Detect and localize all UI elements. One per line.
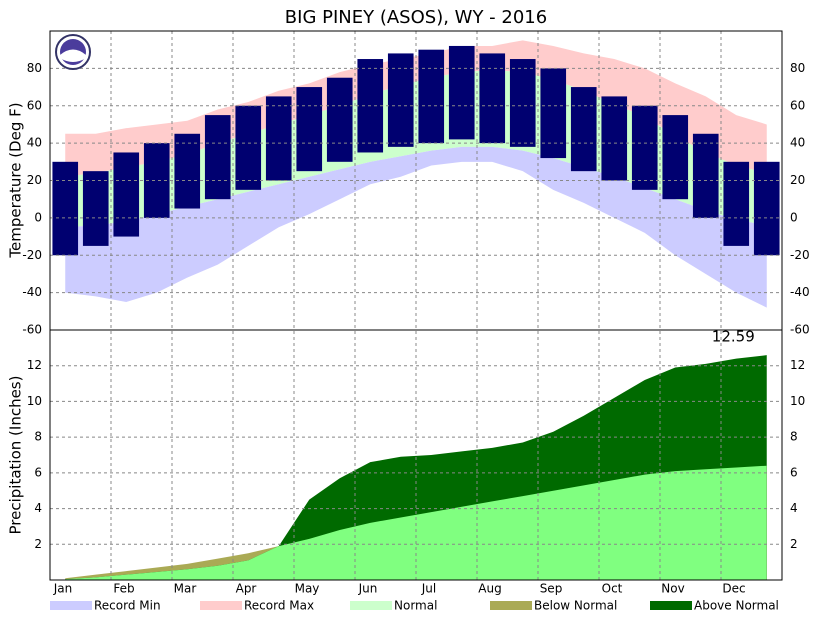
x-tick-label: Oct (602, 582, 623, 596)
observed-range-bar (204, 115, 231, 200)
y-tick-label: 2 (34, 537, 42, 551)
legend-label: Above Normal (694, 599, 779, 613)
y-tick-label: -60 (790, 323, 810, 337)
observed-range-bar (448, 45, 475, 140)
legend-label: Record Max (244, 599, 314, 613)
observed-range-bar (52, 161, 79, 256)
observed-range-bar (540, 68, 567, 159)
y-tick-label: 4 (34, 501, 42, 515)
y-tick-label: -40 (790, 285, 810, 299)
y-tick-label: 6 (34, 465, 42, 479)
observed-range-bar (509, 59, 536, 147)
y-tick-label: 80 (27, 61, 42, 75)
observed-range-bar (387, 53, 414, 147)
x-tick-label: Apr (236, 582, 257, 596)
observed-range-bar (174, 133, 201, 209)
x-tick-label: Nov (661, 582, 684, 596)
y-tick-label: 6 (790, 465, 798, 479)
observed-range-bar (753, 161, 780, 256)
legend-swatch (50, 601, 92, 610)
y-tick-label: 0 (790, 210, 798, 224)
record-min-area (65, 146, 767, 308)
y-tick-label: -40 (22, 285, 42, 299)
x-tick-label: Jun (358, 582, 378, 596)
y-tick-label: -60 (22, 323, 42, 337)
observed-range-bar (82, 171, 109, 246)
observed-range-bar (326, 77, 353, 162)
y-tick-label: 60 (790, 98, 805, 112)
y-tick-label: 2 (790, 537, 798, 551)
x-tick-label: Dec (722, 582, 745, 596)
y-tick-label: 8 (34, 430, 42, 444)
observed-range-bar (601, 96, 628, 181)
observed-range-bar (723, 161, 750, 246)
observed-range-bar (265, 96, 292, 181)
x-tick-label: Mar (174, 582, 197, 596)
legend-label: Normal (394, 599, 437, 613)
y-tick-label: -20 (22, 248, 42, 262)
y-tick-label: 8 (790, 430, 798, 444)
y-tick-label: 12 (790, 358, 805, 372)
legend-swatch (200, 601, 242, 610)
legend-swatch (350, 601, 392, 610)
observed-range-bar (479, 53, 506, 144)
observed-range-bar (662, 115, 689, 200)
legend-swatch (650, 601, 692, 610)
observed-range-bar (418, 49, 445, 144)
y-tick-label: -20 (790, 248, 810, 262)
legend-swatch (490, 601, 532, 610)
y-tick-label: 10 (790, 394, 805, 408)
x-tick-label: Feb (113, 582, 134, 596)
y-tick-label: 40 (27, 136, 42, 150)
y-tick-label: 10 (27, 394, 42, 408)
legend-label: Record Min (94, 599, 161, 613)
observed-range-bar (570, 87, 597, 172)
observed-range-bar (631, 105, 658, 190)
total-label: 12.59 (712, 328, 755, 346)
normal-precip-area (65, 465, 767, 580)
y-tick-label: 40 (790, 136, 805, 150)
observed-range-bar (235, 105, 262, 190)
observed-range-bar (113, 152, 140, 237)
y-tick-label: 12 (27, 358, 42, 372)
y-tick-label: 80 (790, 61, 805, 75)
chart-title: BIG PINEY (ASOS), WY - 2016 (285, 7, 547, 28)
x-tick-label: May (295, 582, 320, 596)
y-axis-label: Temperature (Deg F) (7, 102, 25, 258)
x-tick-label: Sep (540, 582, 563, 596)
y-tick-label: 0 (34, 210, 42, 224)
plot-frame (49, 30, 783, 581)
y-tick-label: 60 (27, 98, 42, 112)
x-tick-label: Jan (53, 582, 73, 596)
x-tick-label: Jul (421, 582, 436, 596)
legend-label: Below Normal (534, 599, 617, 613)
y-tick-label: 20 (790, 173, 805, 187)
observed-range-bar (296, 87, 323, 172)
y-tick-label: 20 (27, 173, 42, 187)
x-tick-label: Aug (478, 582, 501, 596)
y-tick-label: 4 (790, 501, 798, 515)
noaa-logo (55, 34, 91, 70)
observed-range-bar (692, 133, 719, 218)
record-max-area (65, 40, 767, 177)
plot: 12.59 -60 -60 -40 -40 -20 -20 0 0 20 20 40 40 60 60 80 8… (22, 30, 810, 613)
y-axis-label: Precipitation (Inches) (7, 376, 25, 535)
